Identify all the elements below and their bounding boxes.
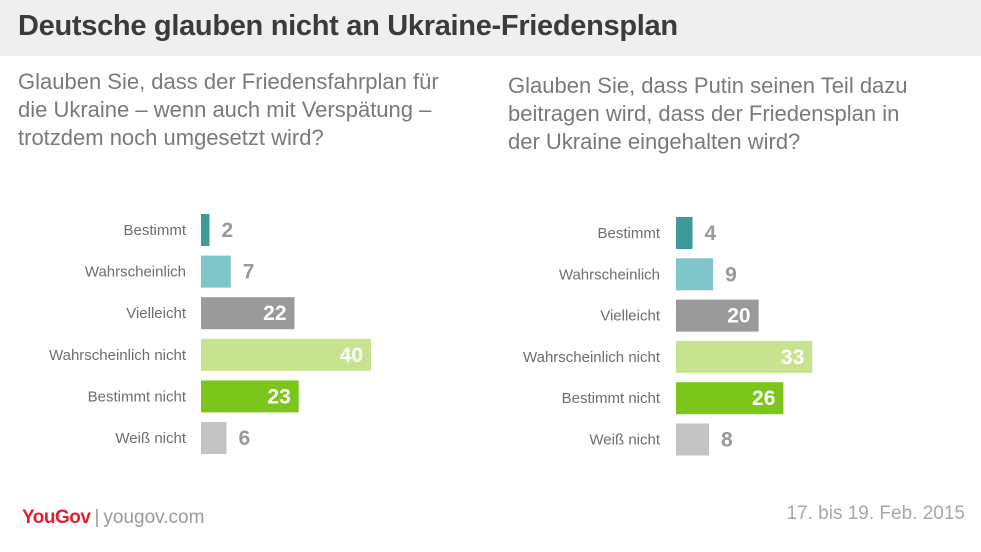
value-label: 23 xyxy=(267,385,290,408)
value-label: 26 xyxy=(752,387,775,410)
survey-date: 17. bis 19. Feb. 2015 xyxy=(786,503,965,524)
bar xyxy=(201,255,231,288)
value-label: 7 xyxy=(243,261,255,284)
question-right: Glauben Sie, dass Putin seinen Teil dazu… xyxy=(508,73,908,154)
bar xyxy=(201,338,371,371)
category-label: Bestimmt nicht xyxy=(88,388,187,405)
bar xyxy=(676,258,714,291)
bar xyxy=(676,340,813,373)
category-label: Weiß nicht xyxy=(115,430,186,447)
bar xyxy=(201,214,210,246)
value-label: 33 xyxy=(781,346,804,369)
category-label: Vielleicht xyxy=(600,308,661,325)
bar xyxy=(676,217,693,249)
category-label: Bestimmt xyxy=(123,222,186,239)
footer-brand: YouGov | yougov.com xyxy=(22,507,204,529)
value-label: 8 xyxy=(721,429,733,452)
bar xyxy=(676,382,784,415)
chart-1: Bestimmt 4 Wahrscheinlich 9 Vielleicht 20 Wahr… xyxy=(523,217,813,456)
category-label: Wahrscheinlich xyxy=(559,266,660,283)
yougov-logo: YouGov xyxy=(22,507,91,528)
value-label: 22 xyxy=(263,302,286,325)
value-label: 40 xyxy=(340,344,363,367)
title-bar: Deutsche glauben nicht an Ukraine-Friede… xyxy=(0,0,981,56)
chart-title: Deutsche glauben nicht an Ukraine-Friede… xyxy=(18,10,678,42)
bar xyxy=(201,422,227,454)
value-label: 20 xyxy=(727,305,750,328)
bar xyxy=(676,299,759,332)
category-label: Bestimmt xyxy=(597,225,660,242)
category-label: Wahrscheinlich nicht xyxy=(49,347,187,364)
value-label: 2 xyxy=(222,219,234,242)
category-label: Wahrscheinlich nicht xyxy=(523,349,661,366)
bar xyxy=(676,423,710,456)
category-label: Weiß nicht xyxy=(589,432,660,449)
category-label: Vielleicht xyxy=(126,305,187,322)
value-label: 9 xyxy=(725,263,737,286)
value-label: 4 xyxy=(705,222,717,245)
bar xyxy=(201,297,295,330)
chart-0: Bestimmt 2 Wahrscheinlich 7 Vielleicht 22 Wahr… xyxy=(49,214,371,454)
question-left: Glauben Sie, dass der Friedensfahrplan f… xyxy=(18,69,439,150)
brand-url[interactable]: yougov.com xyxy=(103,507,205,528)
bar xyxy=(201,380,299,413)
category-label: Bestimmt nicht xyxy=(562,390,661,407)
value-label: 6 xyxy=(239,427,251,450)
brand-separator: | xyxy=(94,507,100,528)
category-label: Wahrscheinlich xyxy=(85,264,186,281)
